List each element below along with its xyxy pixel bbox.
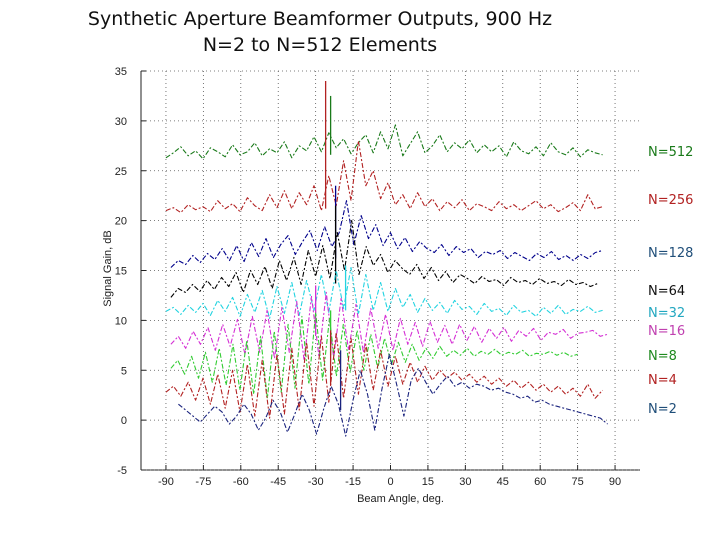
x-tick-label: 90 — [609, 476, 621, 488]
x-tick-label: 45 — [497, 476, 509, 488]
x-tick-label: 30 — [459, 476, 471, 488]
y-axis-label: Signal Gain, dB — [102, 230, 114, 306]
x-tick-label: -90 — [158, 476, 174, 488]
series-label: N=32 — [648, 306, 685, 321]
series-label: N=256 — [648, 193, 693, 208]
series-line-n16 — [170, 291, 608, 361]
y-tick-label: 20 — [115, 216, 127, 228]
slide-title: Synthetic Aperture Beamformer Outputs, 9… — [0, 6, 640, 58]
series-line-n4 — [165, 331, 604, 419]
x-tick-label: -15 — [345, 476, 361, 488]
series-layer — [165, 80, 608, 437]
x-tick-label: -45 — [270, 476, 286, 488]
x-tick-label: 60 — [534, 476, 546, 488]
series-label: N=4 — [648, 373, 677, 388]
series-line-n64 — [170, 220, 598, 298]
x-tick-label: 15 — [422, 476, 434, 488]
series-line-n256 — [165, 140, 603, 214]
x-tick-label: -30 — [308, 476, 324, 488]
series-label: N=64 — [648, 284, 685, 299]
series-label: N=512 — [648, 145, 693, 160]
y-tick-label: 30 — [115, 116, 127, 128]
series-line-n32 — [165, 266, 603, 319]
x-tick-label: -75 — [195, 476, 211, 488]
x-tick-label: -60 — [233, 476, 249, 488]
y-tick-label: 15 — [115, 266, 127, 278]
y-tick-label: -5 — [117, 465, 127, 477]
y-tick-label: 5 — [121, 365, 127, 377]
chart-axes: -5 0 5 10 15 20 25 30 35 -90 -75 -60 -45 -30 -15 0 15 30 4… — [115, 66, 640, 488]
series-line-n512 — [165, 124, 603, 160]
slide-title-line-2: N=2 to N=512 Elements — [202, 34, 438, 56]
x-axis-label: Beam Angle, deg. — [357, 493, 444, 505]
series-line-n2 — [178, 353, 608, 437]
y-tick-label: 10 — [115, 315, 127, 327]
series-labels: N=512 N=256 N=128 N=64 N=32 N=16 N=8 N=4 N=2 — [648, 145, 693, 417]
series-label: N=16 — [648, 324, 685, 339]
series-label: N=2 — [648, 402, 677, 417]
y-tick-label: 35 — [115, 66, 127, 78]
x-tick-label: 75 — [572, 476, 584, 488]
y-tick-label: 25 — [115, 166, 127, 178]
y-tick-label: 0 — [121, 415, 127, 427]
series-label: N=128 — [648, 246, 693, 261]
series-line-n128 — [170, 200, 603, 268]
slide-title-line-1: Synthetic Aperture Beamformer Outputs, 9… — [87, 8, 553, 30]
series-label: N=8 — [648, 349, 677, 364]
x-tick-label: 0 — [387, 476, 393, 488]
series-line-n8 — [170, 311, 578, 399]
